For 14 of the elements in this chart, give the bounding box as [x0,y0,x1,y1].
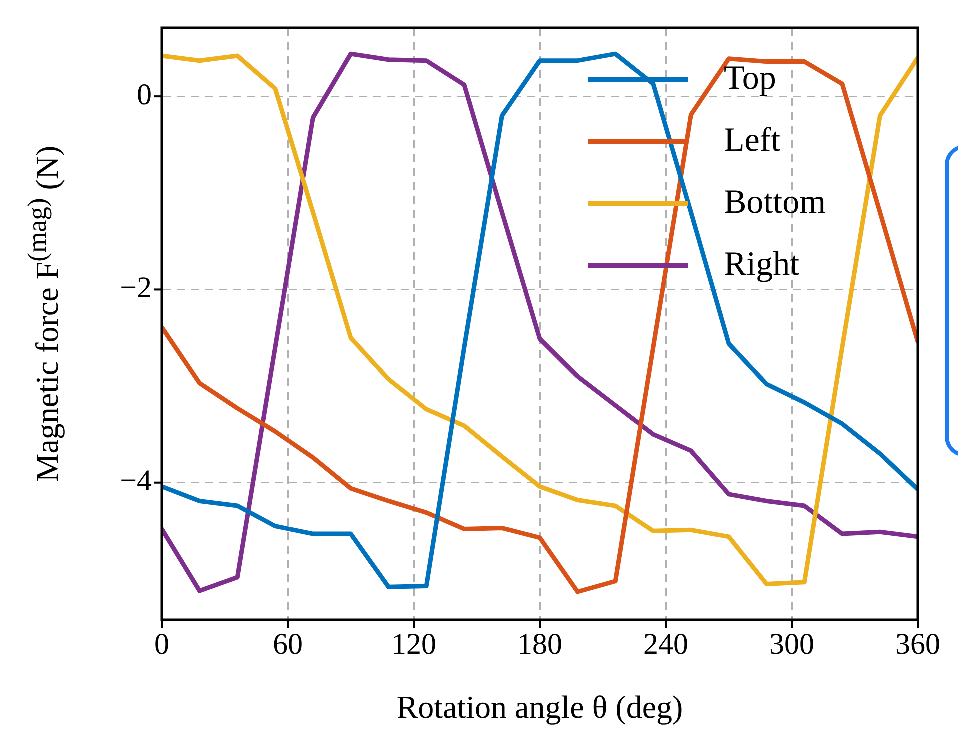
x-axis-title: Rotation angle θ (deg) [396,689,684,726]
y-tick-label: −2 [120,272,152,305]
x-tick-label: 300 [770,628,814,661]
x-tick-label: 360 [896,628,940,661]
x-tick-label: 120 [392,628,436,661]
y-tick-label: −4 [120,464,152,498]
legend-label: Right [724,245,800,285]
x-tick-label: 240 [644,628,688,661]
x-tick-label: 60 [273,628,303,661]
legend-label: Left [724,121,781,161]
legend-label: Top [724,59,776,99]
x-tick-label: 180 [518,628,562,661]
y-tick-label: 0 [137,78,152,112]
legend-label: Bottom [724,183,826,223]
